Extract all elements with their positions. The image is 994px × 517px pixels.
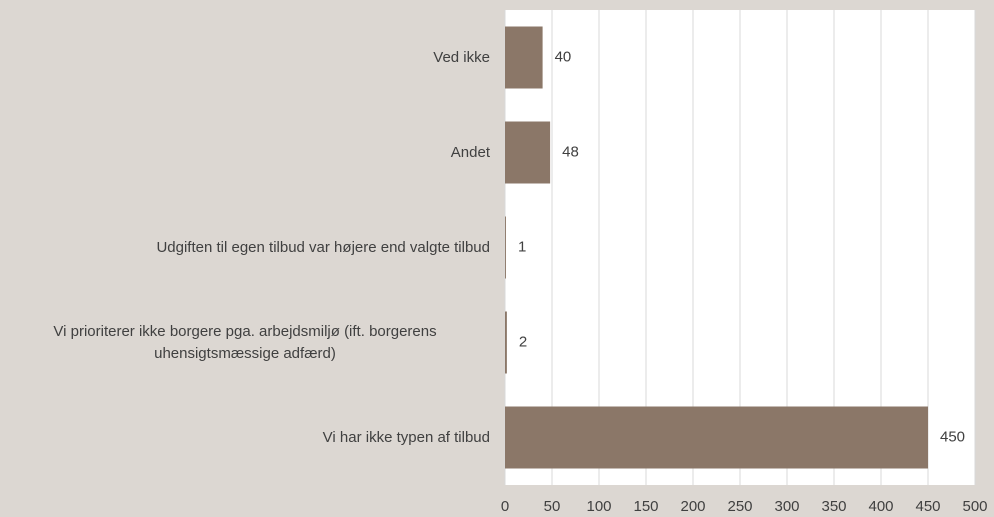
data-label: 48 bbox=[562, 143, 579, 160]
x-tick-label: 50 bbox=[544, 498, 561, 515]
x-tick-label: 200 bbox=[680, 498, 705, 515]
x-tick-label: 0 bbox=[501, 498, 509, 515]
data-label: 450 bbox=[940, 428, 965, 445]
category-label-box: Ved ikke bbox=[0, 28, 490, 88]
x-tick-label: 150 bbox=[633, 498, 658, 515]
data-label: 1 bbox=[518, 238, 526, 255]
y-tick-label: Ved ikke bbox=[433, 48, 490, 66]
data-label: 2 bbox=[519, 333, 527, 350]
data-label: 40 bbox=[555, 48, 572, 65]
category-label-box: Vi prioriterer ikke borgere pga. arbejds… bbox=[0, 313, 490, 373]
x-tick-label: 350 bbox=[821, 498, 846, 515]
y-tick-label: Andet bbox=[450, 143, 490, 161]
bar bbox=[505, 26, 543, 89]
bar bbox=[505, 311, 507, 374]
bar bbox=[505, 406, 928, 469]
y-tick-label: Udgiften til egen tilbud var højere end … bbox=[156, 238, 490, 256]
x-tick-label: 500 bbox=[962, 498, 987, 515]
x-tick-label: 300 bbox=[774, 498, 799, 515]
x-tick-label: 400 bbox=[868, 498, 893, 515]
bar bbox=[505, 216, 506, 279]
category-label-box: Udgiften til egen tilbud var højere end … bbox=[0, 218, 490, 278]
y-tick-label: Vi prioriterer ikke borgere pga. arbejds… bbox=[53, 322, 437, 362]
x-tick-label: 250 bbox=[727, 498, 752, 515]
category-label-box: Vi har ikke typen af tilbud bbox=[0, 408, 490, 468]
category-label-box: Andet bbox=[0, 123, 490, 183]
bar bbox=[505, 121, 551, 184]
y-tick-label: Vi har ikke typen af tilbud bbox=[322, 428, 490, 446]
x-tick-label: 450 bbox=[915, 498, 940, 515]
x-tick-label: 100 bbox=[586, 498, 611, 515]
